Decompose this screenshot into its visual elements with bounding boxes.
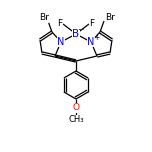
Text: Br: Br [39,14,49,22]
Text: O: O [73,104,79,112]
Text: CH₃: CH₃ [68,116,84,124]
Text: B: B [73,29,79,39]
Text: N: N [87,37,95,47]
Text: Br: Br [105,14,115,22]
Text: F: F [57,19,63,28]
Text: N: N [57,37,65,47]
Text: +: + [93,33,99,43]
Text: −: − [77,26,84,35]
Text: F: F [89,19,95,28]
